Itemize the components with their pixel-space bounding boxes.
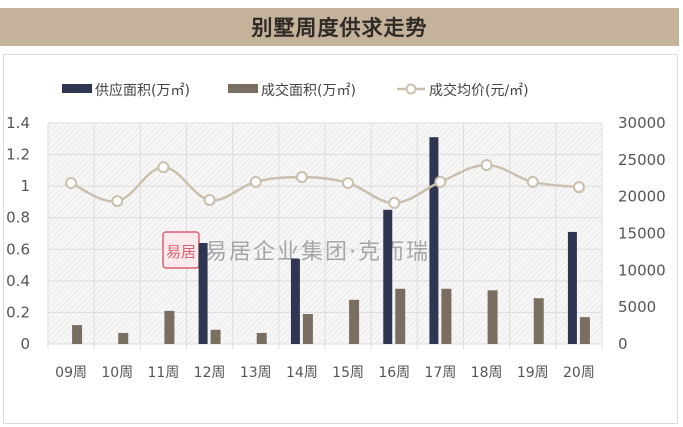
legend-label: 成交均价(元/㎡) (429, 82, 529, 99)
y-left-tick: 1 (20, 177, 30, 195)
legend-marker-icon (405, 83, 417, 95)
chart-title: 别墅周度供求走势 (251, 16, 428, 40)
y-right-tick: 25000 (618, 151, 666, 169)
deal-bar (349, 299, 360, 344)
watermark-text: 易居企业集团·克而瑞 (205, 240, 430, 265)
x-tick: 12周 (194, 365, 226, 381)
deal-bar (395, 288, 406, 344)
legend-label: 成交面积(万㎡) (261, 82, 356, 99)
legend-label: 供应面积(万㎡) (95, 82, 190, 99)
y-right-tick: 15000 (618, 225, 666, 243)
deal-bar (256, 332, 267, 344)
x-tick: 19周 (517, 365, 549, 381)
supply-bar (198, 242, 208, 344)
deal-bar (164, 310, 175, 344)
x-tick: 20周 (563, 365, 595, 381)
x-tick: 16周 (378, 365, 410, 381)
plot-area: 0 0.2 0.4 0.6 0.8 1 1.2 1.4 0 5000 10000 15000 20000… (6, 114, 666, 381)
price-marker (111, 195, 124, 208)
price-marker (526, 175, 539, 188)
supply-bar (290, 258, 300, 344)
y-left-tick: 0.8 (6, 209, 30, 227)
x-tick: 10周 (101, 365, 133, 381)
x-tick: 11周 (148, 365, 180, 381)
legend-swatch-icon (228, 84, 258, 93)
chart-title-bar: 别墅周度供求走势 (0, 8, 679, 46)
legend-item: 成交面积(万㎡) (228, 82, 356, 99)
y-left-tick: 0.4 (6, 272, 30, 290)
deal-bar (487, 290, 498, 344)
y-right-tick: 10000 (618, 261, 666, 279)
supply-bar (383, 209, 393, 344)
y-left-tick: 0 (20, 335, 30, 353)
y-left-tick: 0.2 (6, 303, 30, 321)
deal-bar (118, 332, 129, 344)
deal-bar (441, 288, 452, 344)
deal-bar (533, 298, 544, 344)
legend: 供应面积(万㎡) 成交面积(万㎡) 成交均价(元/㎡) (62, 82, 529, 99)
supply-bar (567, 231, 577, 344)
y-left-tick: 0.6 (6, 240, 30, 258)
price-marker (295, 171, 308, 184)
price-marker (388, 196, 401, 209)
x-tick: 13周 (240, 365, 272, 381)
deal-bar (210, 329, 221, 344)
price-marker (65, 177, 78, 190)
y-right-tick: 20000 (618, 188, 666, 206)
supply-bar (429, 137, 439, 344)
x-tick: 14周 (286, 365, 318, 381)
price-marker (342, 177, 355, 190)
legend-swatch-icon (62, 84, 92, 93)
price-marker (434, 175, 447, 188)
deal-bar (72, 325, 83, 344)
x-tick: 15周 (332, 365, 364, 381)
y-right-tick: 30000 (618, 114, 666, 132)
x-tick: 17周 (425, 365, 457, 381)
watermark-seal-text: 易居 (166, 243, 196, 261)
x-tick: 18周 (471, 365, 503, 381)
deal-bar (579, 317, 590, 344)
deal-bar (302, 314, 313, 344)
legend-item: 供应面积(万㎡) (62, 82, 190, 99)
y-left-tick: 1.4 (6, 114, 30, 132)
price-marker (572, 181, 585, 194)
y-right-tick: 0 (618, 335, 628, 353)
y-right-tick: 5000 (618, 298, 656, 316)
price-marker (249, 175, 262, 188)
x-tick: 09周 (55, 365, 87, 381)
price-marker (203, 193, 216, 206)
price-marker (157, 161, 170, 174)
legend-item: 成交均价(元/㎡) (397, 82, 529, 99)
price-marker (480, 158, 493, 171)
y-left-tick: 1.2 (6, 146, 30, 164)
